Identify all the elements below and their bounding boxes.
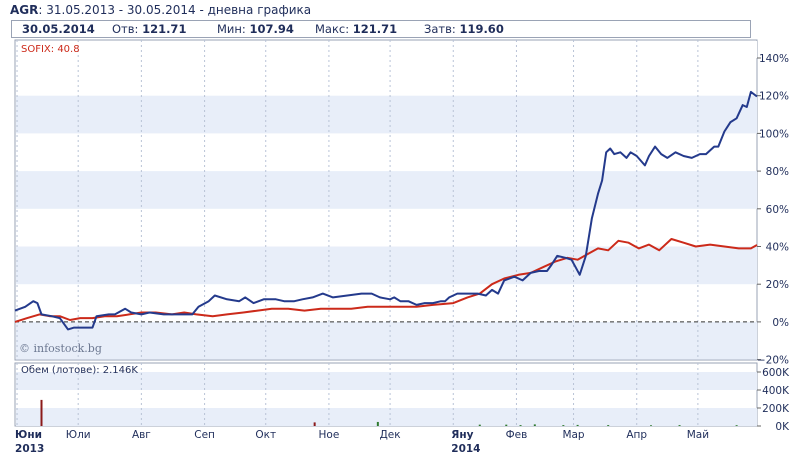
volume-bar (576, 424, 579, 426)
volume-bar (313, 422, 316, 426)
chart-period: 31.05.2013 - 30.05.2014 - дневна графика (46, 3, 312, 17)
open-stat: Отв: 121.71 (112, 22, 187, 36)
volume-y-tick-label: 400K (762, 385, 790, 397)
y-tick-label: 80% (766, 166, 789, 178)
sofix-legend: SOFIX: 40.8 (21, 44, 80, 55)
volume-bar (40, 399, 43, 426)
x-month-label: Сеп (194, 429, 215, 441)
volume-bar (519, 425, 522, 426)
ohlc-stats-bar: 30.05.2014 Отв: 121.71 Мин: 107.94 Макс:… (11, 20, 751, 38)
x-month-label: Ное (319, 429, 340, 441)
x-month-label: Апр (626, 429, 647, 441)
grid-band (16, 95, 757, 134)
y-tick-label: 100% (759, 128, 789, 140)
y-tick-label: 0% (772, 317, 789, 329)
volume-y-tick-label: 0K (775, 421, 790, 433)
sofix-line (14, 238, 758, 323)
y-tick-label: 60% (766, 204, 789, 216)
volume-bar (735, 425, 738, 426)
volume-y-tick-label: 600K (762, 367, 790, 379)
x-year-label: 2013 (15, 443, 44, 455)
y-tick-label: −20% (757, 355, 789, 367)
x-month-label: Мар (562, 429, 584, 441)
x-month-label: Авг (132, 429, 151, 441)
watermark-text: © infostock.bg (19, 342, 102, 355)
y-tick-label: 40% (766, 242, 789, 254)
y-tick-label: 140% (759, 53, 789, 65)
grid-band (16, 41, 757, 58)
volume-bar (678, 425, 681, 426)
x-month-label: Окт (255, 429, 276, 441)
volume-bar (650, 425, 652, 426)
grid-band (16, 408, 757, 426)
volume-bar (607, 425, 610, 426)
x-month-label: Юли (66, 429, 91, 441)
stats-date: 30.05.2014 (22, 22, 95, 36)
x-month-label: Май (687, 429, 709, 441)
volume-bar (562, 425, 565, 426)
close-stat: Затв: 119.60 (424, 22, 504, 36)
x-month-label: Яну (451, 429, 473, 441)
grid-band (16, 321, 757, 360)
volume-y-tick-label: 200K (762, 403, 790, 415)
grid-band (16, 246, 757, 285)
y-tick-label: 20% (766, 279, 789, 291)
grid-band (16, 372, 757, 390)
volume-bar (478, 424, 481, 426)
x-month-label: Дек (380, 429, 401, 441)
y-tick-label: 120% (759, 91, 789, 103)
volume-legend: Обем (лотове): 2.146K (21, 365, 138, 376)
volume-bar (505, 424, 508, 426)
x-month-label: Юни (15, 429, 42, 441)
volume-bar (533, 424, 536, 426)
min-stat: Мин: 107.94 (217, 22, 294, 36)
agr-line (14, 90, 758, 331)
grid-band (16, 171, 757, 209)
volume-bar (376, 421, 379, 426)
x-year-label: 2014 (451, 443, 480, 455)
max-stat: Макс: 121.71 (315, 22, 398, 36)
chart-title: AGR: 31.05.2013 - 30.05.2014 - дневна гр… (10, 3, 312, 17)
x-month-label: Фев (506, 429, 528, 441)
ticker-symbol: AGR (10, 3, 39, 17)
